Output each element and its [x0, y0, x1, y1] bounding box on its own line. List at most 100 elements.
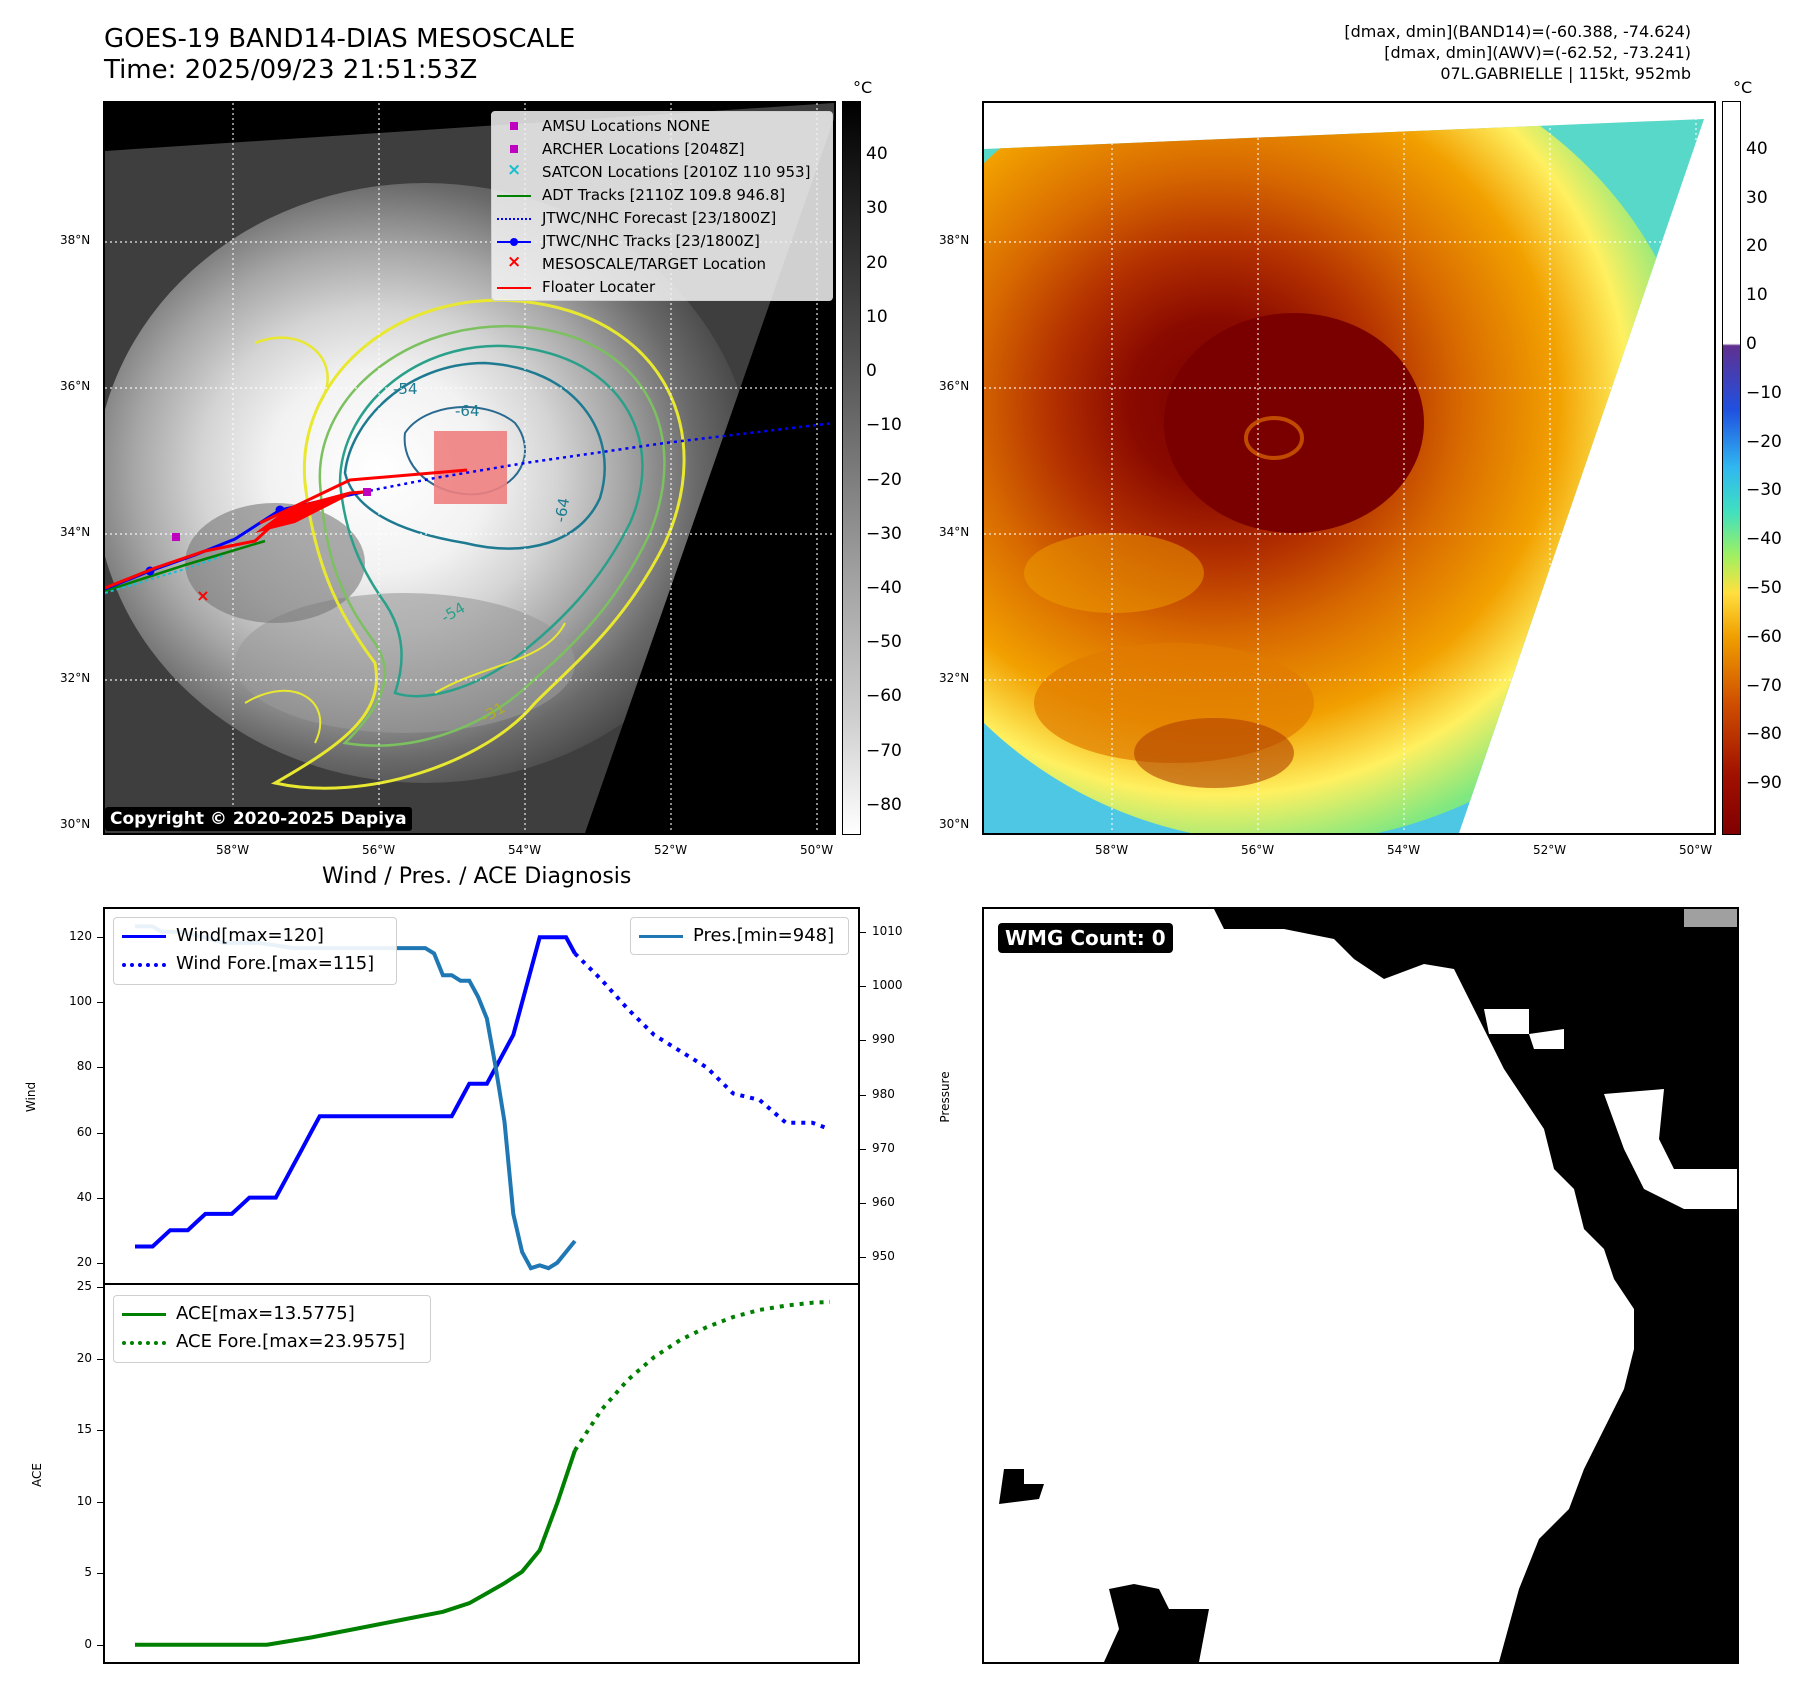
ir-colorbar-tick: 20 — [866, 252, 888, 273]
legend-item-floater: Floater Locater — [492, 277, 832, 299]
contour-label: -64 — [551, 496, 573, 523]
pressure-tick: 990 — [872, 1032, 895, 1047]
legend-item-adt: ADT Tracks [2110Z 109.8 946.8] — [492, 185, 832, 207]
ace-axis-label: ACE — [30, 1463, 44, 1487]
lon-label: 58°W — [1095, 843, 1129, 857]
pressure-tick: 960 — [872, 1195, 895, 1210]
ir-colorbar-unit: °C — [853, 78, 873, 97]
pressure-tick: 1000 — [872, 978, 903, 993]
wv-colorbar-tick: −90 — [1746, 773, 1782, 794]
copyright-badge: Copyright © 2020-2025 Dapiya — [105, 807, 412, 831]
ace-tick: 5 — [84, 1565, 92, 1580]
ir-colorbar-tick: 0 — [866, 361, 877, 382]
lon-label: 52°W — [654, 843, 688, 857]
pressure-axis-label: Pressure — [938, 1071, 952, 1123]
series-line — [573, 1299, 831, 1452]
lon-label: 50°W — [1679, 843, 1713, 857]
wind-tick: 60 — [76, 1124, 92, 1139]
series-line — [135, 1449, 577, 1647]
lon-label: 54°W — [1387, 843, 1421, 857]
contour-label: -64 — [455, 402, 480, 420]
lat-label: 32°N — [60, 671, 91, 685]
lat-label: 36°N — [60, 379, 91, 393]
wv-colorbar-tick: −40 — [1746, 529, 1782, 550]
legend-item-forecast: JTWC/NHC Forecast [23/1800Z] — [492, 208, 832, 230]
wv-colorbar-unit: °C — [1733, 78, 1753, 97]
wind-tick: 40 — [76, 1189, 92, 1204]
wv-colorbar-tick: 30 — [1746, 187, 1768, 208]
wv-colorbar-tick: −70 — [1746, 675, 1782, 696]
wind-tick: 100 — [69, 994, 92, 1009]
square-marker-icon — [510, 145, 518, 153]
solid-line-icon — [122, 935, 166, 938]
lon-label: 56°W — [1241, 843, 1275, 857]
figure-title: GOES-19 BAND14-DIAS MESOSCALE — [104, 24, 576, 54]
line-marker-icon — [497, 287, 531, 289]
wv-colorbar-tick: 40 — [1746, 138, 1768, 159]
pressure-tick: 950 — [872, 1249, 895, 1264]
wmg-mask-region — [1214, 909, 1737, 1662]
lat-label: 34°N — [60, 525, 91, 539]
legend-item-tracks: JTWC/NHC Tracks [23/1800Z] — [492, 231, 832, 253]
ace-legend: ACE[max=13.5775] ACE Fore.[max=23.9575] — [113, 1295, 431, 1363]
ir-colorbar — [842, 101, 861, 835]
storm-info: 07L.GABRIELLE | 115kt, 952mb — [1440, 64, 1691, 83]
lon-label: 54°W — [508, 843, 542, 857]
lat-label: 32°N — [939, 671, 970, 685]
ace-tick: 15 — [76, 1422, 92, 1437]
ir-colorbar-tick: −50 — [866, 632, 902, 653]
ir-colorbar-tick: −30 — [866, 523, 902, 544]
wmg-panel: WMG Count: 0 — [982, 907, 1739, 1664]
subplot-divider — [105, 1283, 858, 1285]
lat-label: 30°N — [939, 817, 970, 831]
pressure-legend: Pres.[min=948] — [630, 917, 849, 955]
legend-wind-fore: Wind Fore.[max=115] — [176, 953, 375, 974]
diagnosis-svg — [135, 924, 831, 1647]
solid-line-icon — [122, 1313, 166, 1316]
pressure-tick: 980 — [872, 1086, 895, 1101]
ace-tick: 25 — [76, 1279, 92, 1293]
wv-colorbar-tick: −20 — [1746, 431, 1782, 452]
legend-ace: ACE[max=13.5775] — [176, 1303, 355, 1324]
ir-colorbar-tick: −70 — [866, 740, 902, 761]
wind-tick: 80 — [76, 1059, 92, 1074]
dotted-line-icon — [497, 218, 531, 220]
wind-axis-label: Wind — [24, 1081, 38, 1113]
lat-label: 30°N — [60, 817, 91, 831]
ir-colorbar-tick: −20 — [866, 469, 902, 490]
wv-colorbar-tick: −30 — [1746, 480, 1782, 501]
lat-label: 38°N — [939, 233, 970, 247]
series-line — [573, 952, 831, 1132]
contour-label: -54 — [393, 380, 418, 398]
dotted-line-icon — [122, 963, 166, 967]
lon-label: 56°W — [362, 843, 396, 857]
ace-tick: 10 — [76, 1493, 92, 1508]
ir-colorbar-tick: 40 — [866, 144, 888, 165]
amsu-marker — [172, 533, 180, 541]
ir-colorbar-tick: 10 — [866, 306, 888, 327]
diagnosis-panel: Wind[max=120] Wind Fore.[max=115] Pres.[… — [103, 907, 860, 1664]
wind-legend: Wind[max=120] Wind Fore.[max=115] — [113, 917, 397, 985]
ir-colorbar-tick: −10 — [866, 415, 902, 436]
wv-colorbar-tick: −10 — [1746, 382, 1782, 403]
awv-range: [dmax, dmin](AWV)=(-62.52, -73.241) — [1384, 43, 1691, 62]
wv-colorbar-tick: −60 — [1746, 626, 1782, 647]
lon-label: 52°W — [1533, 843, 1567, 857]
mesoscale-target-marker: × — [196, 586, 209, 605]
wv-map-svg — [984, 103, 1714, 833]
ir-map-panel: × -54 -64 -64 -54 -31 AMSU Locations NON… — [103, 101, 836, 835]
wv-gridlines — [984, 103, 1714, 833]
legend-item-archer: ARCHER Locations [2048Z] — [492, 139, 832, 161]
ir-legend: AMSU Locations NONE ARCHER Locations [20… — [491, 111, 833, 301]
legend-wind: Wind[max=120] — [176, 925, 324, 946]
wv-colorbar-tick: 0 — [1746, 334, 1757, 354]
lat-label: 36°N — [939, 379, 970, 393]
lon-label: 58°W — [216, 843, 250, 857]
ir-colorbar-tick: −60 — [866, 686, 902, 707]
wv-map-panel — [982, 101, 1716, 835]
wv-colorbar-tick: 20 — [1746, 236, 1768, 257]
wmg-count-badge: WMG Count: 0 — [998, 923, 1173, 953]
wv-colorbar-tick: 10 — [1746, 285, 1768, 306]
pressure-tick: 970 — [872, 1140, 895, 1155]
wmg-mask-svg — [999, 909, 1737, 1662]
